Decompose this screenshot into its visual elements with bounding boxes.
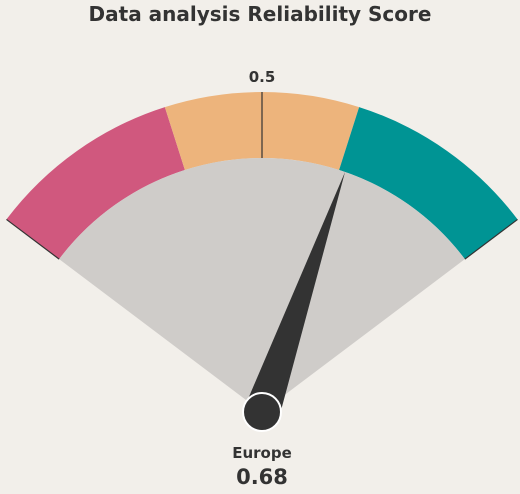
gauge-tick-3 <box>464 218 518 260</box>
chart-title: Data analysis Reliability Score <box>88 2 432 26</box>
gauge-needle-hub <box>242 392 282 432</box>
gauge-band-3 <box>339 107 518 260</box>
gauge-tick-label-2: 0.5 <box>249 68 276 86</box>
gauge-value-label: 0.68 <box>236 465 288 489</box>
region-label: Europe <box>232 444 292 462</box>
gauge-band-1 <box>6 107 185 260</box>
gauge-inner-face <box>59 157 465 412</box>
gauge-needle <box>244 171 346 418</box>
gauge-tick-1 <box>6 218 60 260</box>
